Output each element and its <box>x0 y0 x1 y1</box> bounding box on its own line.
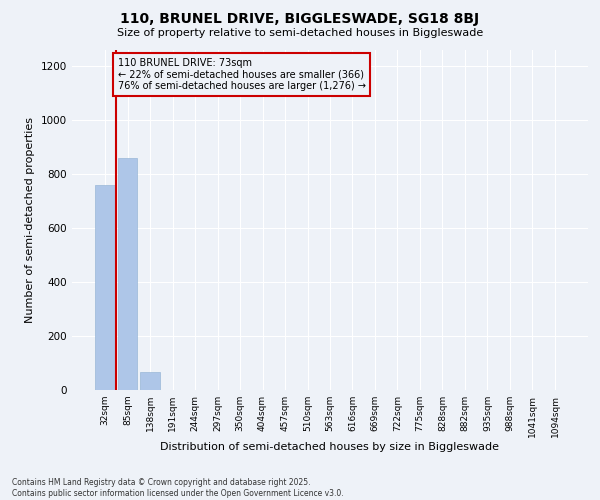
Text: 110, BRUNEL DRIVE, BIGGLESWADE, SG18 8BJ: 110, BRUNEL DRIVE, BIGGLESWADE, SG18 8BJ <box>121 12 479 26</box>
Bar <box>95 185 115 390</box>
Text: Contains HM Land Registry data © Crown copyright and database right 2025.
Contai: Contains HM Land Registry data © Crown c… <box>12 478 344 498</box>
Bar <box>118 158 137 390</box>
Text: 110 BRUNEL DRIVE: 73sqm
← 22% of semi-detached houses are smaller (366)
76% of s: 110 BRUNEL DRIVE: 73sqm ← 22% of semi-de… <box>118 58 365 92</box>
X-axis label: Distribution of semi-detached houses by size in Biggleswade: Distribution of semi-detached houses by … <box>161 442 499 452</box>
Text: Size of property relative to semi-detached houses in Biggleswade: Size of property relative to semi-detach… <box>117 28 483 38</box>
Y-axis label: Number of semi-detached properties: Number of semi-detached properties <box>25 117 35 323</box>
Bar <box>140 372 160 390</box>
